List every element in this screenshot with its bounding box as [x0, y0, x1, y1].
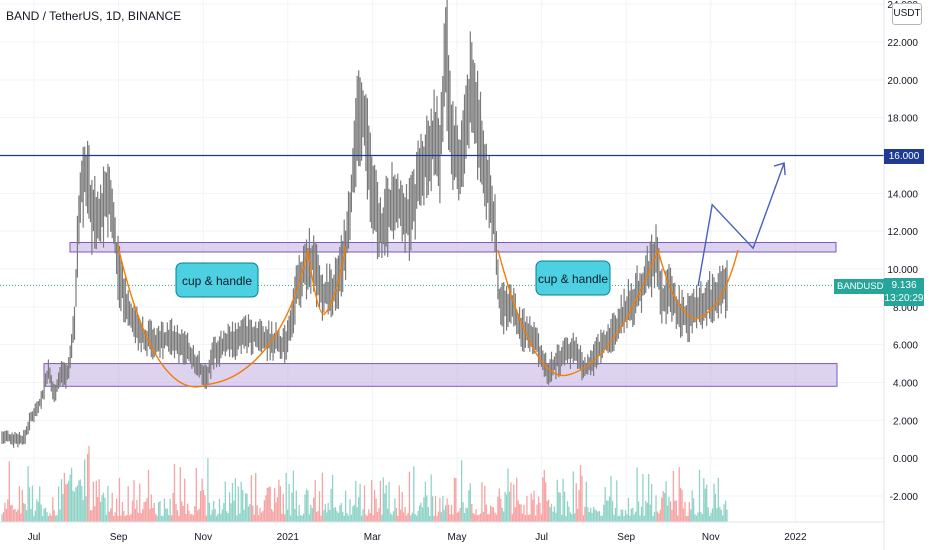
projection-arrow [697, 162, 786, 287]
y-tick-label: 2.000 [893, 416, 918, 427]
y-tick-label: 4.000 [893, 379, 918, 390]
y-tick-label: 6.000 [893, 341, 918, 352]
cup-label-left-text: cup & handle [182, 274, 252, 288]
x-tick-label: Nov [702, 532, 720, 543]
y-tick-label: 10.000 [887, 265, 918, 276]
countdown: 13:20:29 [884, 293, 924, 304]
x-tick-label: Sep [110, 532, 128, 543]
y-tick-label: 14.000 [887, 189, 918, 200]
y-tick-label: 20.000 [887, 76, 918, 87]
y-tick-label: -2.000 [890, 492, 919, 503]
cup-curve-left [117, 246, 347, 388]
x-tick-label: Sep [617, 532, 635, 543]
neckline-zone [69, 242, 837, 253]
current-price-tag: 9.136 13:20:29 [884, 278, 924, 306]
currency-label: USDT [893, 8, 921, 20]
currency-button[interactable]: USDT [892, 3, 922, 25]
x-tick-label: Jul [28, 532, 41, 543]
x-axis: Jul Sep Nov 2021 Mar May Jul Sep Nov 2022 [28, 532, 807, 543]
last-price: 9.136 [891, 280, 917, 291]
y-tick-label: 12.000 [887, 227, 918, 238]
cup-label-right-text: cup & handle [538, 272, 608, 286]
x-tick-label: Nov [194, 532, 212, 543]
price-bars [1, 0, 728, 448]
support-zone [43, 363, 838, 387]
symbol-tag: BANDUSDT [834, 279, 893, 294]
cup-label-left: cup & handle [175, 262, 259, 298]
x-tick-label: 2022 [784, 532, 807, 543]
y-tick-label: 22.000 [887, 38, 918, 49]
resistance-price-tag: 16.000 [884, 149, 924, 164]
volume-bars [1, 445, 728, 522]
x-tick-label: Jul [535, 532, 548, 543]
x-tick-label: 2021 [277, 532, 300, 543]
cup-curve-right [497, 247, 739, 377]
cup-label-right: cup & handle [535, 260, 611, 296]
x-tick-label: Mar [364, 532, 382, 543]
y-axis: 24.00022.00020.00018.00016.00014.00012.0… [887, 0, 918, 503]
chart-title: BAND / TetherUS, 1D, BINANCE [6, 9, 182, 23]
x-tick-label: May [448, 532, 467, 543]
y-tick-label: 0.000 [893, 454, 918, 465]
y-tick-label: 8.000 [893, 303, 918, 314]
y-tick-label: 18.000 [887, 114, 918, 125]
